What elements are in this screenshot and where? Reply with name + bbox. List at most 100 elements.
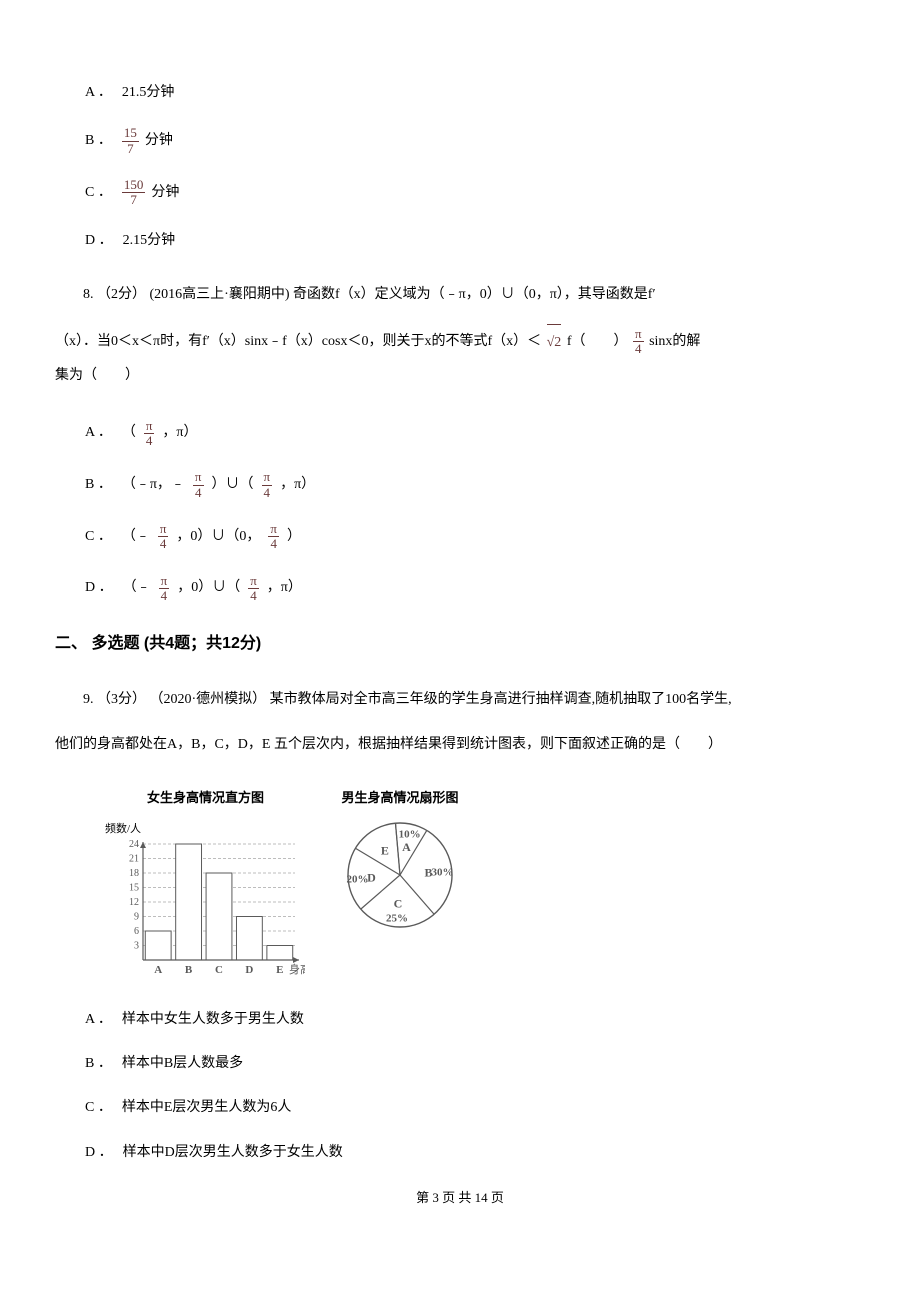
q9-option-b: B ． 样本中B层人数最多 (85, 1053, 865, 1075)
histogram-title: 女生身高情况直方图 (147, 788, 305, 809)
option-text: 21.5分钟 (122, 82, 175, 104)
q8-option-a: A ． （ π 4 ，π） (85, 419, 865, 449)
option-pre: （﹣ (123, 577, 151, 599)
q7-option-a: A ． 21.5分钟 (85, 82, 865, 104)
q9-option-c: C ． 样本中E层次男生人数为6人 (85, 1097, 865, 1119)
option-label: B ． (85, 474, 112, 496)
fraction: π 4 (144, 419, 155, 449)
option-suffix: 分钟 (151, 182, 179, 204)
svg-text:C: C (215, 964, 223, 976)
option-label: A ． (85, 1009, 112, 1031)
pie-column: 男生身高情况扇形图 A10%B30%C25%D20%E (335, 788, 465, 933)
fraction: π 4 (633, 327, 644, 357)
q9-stem-line1: 9. （3分） （2020·德州模拟） 某市教体局对全市高三年级的学生身高进行抽… (83, 692, 732, 707)
option-pre: （ (122, 422, 136, 444)
option-pre: （﹣π，﹣ (122, 474, 185, 496)
page-footer: 第 3 页 共 14 页 (55, 1188, 865, 1209)
option-label: D ． (85, 1142, 113, 1164)
q8-stem-part1: 8. （2分） (2016高三上·襄阳期中) 奇函数f（x）定义域为（﹣π，0）… (83, 287, 656, 302)
section-2-heading: 二、 多选题 (共4题；共12分) (55, 631, 865, 657)
q9-option-a: A ． 样本中女生人数多于男生人数 (85, 1009, 865, 1031)
svg-text:D: D (245, 964, 253, 976)
histogram-column: 女生身高情况直方图 频数/人 2421181512963ABCDE身高 (105, 788, 305, 987)
svg-text:24: 24 (129, 839, 139, 850)
fraction-numerator: π (193, 470, 204, 485)
svg-text:E: E (381, 843, 389, 857)
svg-text:10%: 10% (399, 828, 421, 840)
q9-stem-line2-wrap: 他们的身高都处在A，B，C，D，E 五个层次内，根据抽样结果得到统计图表，则下面… (55, 728, 865, 762)
option-label: A ． (85, 82, 112, 104)
fraction-numerator: π (268, 522, 279, 537)
fraction-numerator: 15 (122, 126, 139, 141)
svg-text:30%: 30% (431, 866, 453, 878)
fraction: 150 7 (122, 178, 146, 208)
svg-text:A: A (402, 840, 411, 854)
option-post: ，π） (267, 577, 302, 599)
pie-title: 男生身高情况扇形图 (341, 788, 458, 809)
svg-text:20%: 20% (347, 873, 369, 885)
fraction: π 4 (158, 522, 169, 552)
svg-text:6: 6 (134, 926, 139, 937)
option-text: 样本中B层人数最多 (122, 1053, 243, 1075)
fraction: 15 7 (122, 126, 139, 156)
option-mid: ）∪（ (212, 474, 254, 496)
option-label: B ． (85, 1053, 112, 1075)
svg-text:3: 3 (134, 941, 139, 952)
svg-text:9: 9 (134, 912, 139, 923)
fraction-denominator: 4 (159, 589, 170, 603)
option-label: A ． (85, 422, 112, 444)
q8-stem: 8. （2分） (2016高三上·襄阳期中) 奇函数f（x）定义域为（﹣π，0）… (55, 278, 865, 312)
q9-figures: 女生身高情况直方图 频数/人 2421181512963ABCDE身高 男生身高… (105, 788, 865, 987)
fraction: π 4 (268, 522, 279, 552)
q8-stem-part2-pre: （x）．当0＜x＜π时，有f′（x）sinx﹣f（x）cosx＜0，则关于x的不… (55, 334, 541, 349)
q8-option-b: B ． （﹣π，﹣ π 4 ）∪（ π 4 ，π） (85, 470, 865, 500)
option-text: 2.15分钟 (123, 230, 176, 252)
q8-stem-part2-post: sinx的解 (649, 334, 700, 349)
sqrt-symbol: √2 (547, 324, 562, 360)
svg-text:25%: 25% (386, 912, 408, 924)
fraction-denominator: 7 (128, 193, 139, 207)
fraction: π 4 (159, 574, 170, 604)
option-text: 样本中E层次男生人数为6人 (122, 1097, 292, 1119)
option-label: C ． (85, 182, 112, 204)
option-label: B ． (85, 130, 112, 152)
svg-text:B: B (185, 964, 193, 976)
fraction: π 4 (193, 470, 204, 500)
page-content: A ． 21.5分钟 B ． 15 7 分钟 C ． 150 7 分钟 D ． … (0, 0, 920, 1229)
pie-svg: A10%B30%C25%D20%E (335, 813, 465, 933)
q7-option-b: B ． 15 7 分钟 (85, 126, 865, 156)
q9-stem: 9. （3分） （2020·德州模拟） 某市教体局对全市高三年级的学生身高进行抽… (55, 683, 865, 717)
q8-stem-cont: （x）．当0＜x＜π时，有f′（x）sinx﹣f（x）cosx＜0，则关于x的不… (55, 324, 865, 393)
option-post: ，π） (280, 474, 315, 496)
q8-option-d: D ． （﹣ π 4 ，0）∪（ π 4 ，π） (85, 574, 865, 604)
fraction-denominator: 4 (262, 486, 273, 500)
q9-option-d: D ． 样本中D层次男生人数多于女生人数 (85, 1142, 865, 1164)
fraction-denominator: 4 (193, 486, 204, 500)
option-mid: ，0）∪（0， (176, 526, 260, 548)
fraction-denominator: 4 (633, 342, 644, 356)
option-label: C ． (85, 526, 112, 548)
fraction-denominator: 4 (268, 537, 279, 551)
fraction-numerator: 150 (122, 178, 146, 193)
svg-text:身高: 身高 (289, 962, 305, 976)
fraction: π 4 (248, 574, 259, 604)
q7-option-c: C ． 150 7 分钟 (85, 178, 865, 208)
svg-text:E: E (276, 964, 283, 976)
svg-text:18: 18 (129, 868, 139, 879)
fraction-numerator: π (633, 327, 644, 342)
option-label: D ． (85, 577, 113, 599)
q8-option-c: C ． （﹣ π 4 ，0）∪（0， π 4 ） (85, 522, 865, 552)
option-label: C ． (85, 1097, 112, 1119)
option-text: 样本中D层次男生人数多于女生人数 (123, 1142, 343, 1164)
fraction: π 4 (262, 470, 273, 500)
svg-text:A: A (154, 964, 162, 976)
option-suffix: 分钟 (145, 130, 173, 152)
fraction-denominator: 7 (125, 142, 136, 156)
svg-text:21: 21 (129, 854, 139, 865)
fraction-denominator: 4 (248, 589, 259, 603)
option-post: ） (287, 526, 301, 548)
option-post: ，π） (162, 422, 197, 444)
q7-option-d: D ． 2.15分钟 (85, 230, 865, 252)
histogram-svg: 2421181512963ABCDE身高 (105, 838, 305, 978)
histogram-ylabel: 频数/人 (105, 821, 141, 839)
